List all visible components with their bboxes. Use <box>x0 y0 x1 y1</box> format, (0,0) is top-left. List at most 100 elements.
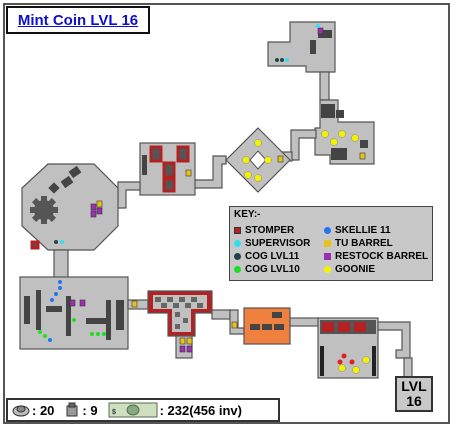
stomper <box>354 322 366 332</box>
stomper <box>162 161 176 179</box>
corridor <box>53 249 69 279</box>
tu-barrel <box>186 337 193 345</box>
goonie <box>321 130 329 138</box>
corridor <box>403 357 413 379</box>
legend-swatch-icon <box>234 253 241 260</box>
barrel-count: : 9 <box>82 402 98 418</box>
tu-barrel <box>277 155 284 163</box>
tu-barrel <box>131 300 138 308</box>
map-legend: KEY:- STOMPER SUPERVISOR COG LVL11 COG LVL1… <box>229 206 433 281</box>
legend-swatch-icon <box>324 240 331 247</box>
supervisor <box>285 58 289 62</box>
legend-label: RESTOCK BARREL <box>335 251 429 262</box>
cog-lvl10 <box>96 332 100 336</box>
tu-barrel <box>96 200 103 208</box>
stomper <box>322 322 334 332</box>
cog-lvl10 <box>72 318 76 322</box>
level-badge-line2: 16 <box>406 393 422 409</box>
legend-heading: KEY:- <box>234 209 261 220</box>
svg-text:$: $ <box>112 409 116 416</box>
barrel-icon <box>66 402 78 417</box>
legend-item: SKELLIE 11 <box>324 225 391 236</box>
goonie <box>264 156 272 164</box>
legend-label: STOMPER <box>245 225 295 236</box>
stomper <box>338 322 350 332</box>
restock-barrel <box>69 299 76 307</box>
legend-swatch-icon <box>234 266 241 273</box>
legend-label: SKELLIE 11 <box>335 225 391 236</box>
tu-barrel <box>359 152 366 160</box>
page-title: Mint Coin LVL 16 <box>6 6 150 34</box>
tu-barrel <box>185 169 192 177</box>
supervisor <box>316 24 320 28</box>
skellie-11 <box>58 280 62 284</box>
legend-swatch-icon <box>324 253 331 260</box>
legend-swatch-icon <box>234 240 241 247</box>
goonie <box>338 130 346 138</box>
goonie <box>242 156 250 164</box>
tu-barrel <box>179 337 186 345</box>
legend-item: GOONIE <box>324 264 375 275</box>
legend-item: RESTOCK BARREL <box>324 251 428 262</box>
skellie-11 <box>54 292 58 296</box>
goonie <box>352 366 360 374</box>
cog-lvl10 <box>43 334 47 338</box>
legend-label: GOONIE <box>335 264 376 275</box>
skellie-11 <box>50 298 54 302</box>
goonie <box>254 139 262 147</box>
stomper <box>176 145 190 163</box>
stomper <box>30 240 40 250</box>
cog-gag-icon <box>12 405 30 417</box>
legend-item: STOMPER <box>234 225 294 236</box>
cog-lvl11 <box>275 58 279 62</box>
stats-footer: : 20 : 9 $ : 232(456 inv) <box>6 398 280 422</box>
money-count: : 232(456 inv) <box>159 402 242 418</box>
goonie <box>338 364 346 372</box>
restock-barrel <box>317 27 324 35</box>
cog-lvl10 <box>90 332 94 336</box>
stomper <box>162 177 176 193</box>
goonie <box>362 356 370 364</box>
cog-lvl10 <box>102 332 106 336</box>
restock-barrel <box>90 210 97 218</box>
cog-lvl11 <box>54 240 58 244</box>
legend-swatch-icon <box>324 266 331 273</box>
corridor <box>193 155 227 189</box>
legend-item: COG LVL11 <box>234 251 299 262</box>
restock-barrel <box>79 299 86 307</box>
legend-item: COG LVL10 <box>234 264 300 275</box>
stomper <box>149 145 163 163</box>
restock-barrel <box>179 345 186 353</box>
corridor <box>290 129 317 161</box>
goonie <box>254 174 262 182</box>
restock-barrel <box>90 203 97 211</box>
room-top-right <box>267 21 336 73</box>
corridor <box>319 71 330 101</box>
gag-count: : 20 <box>32 402 55 418</box>
supervisor <box>60 240 64 244</box>
legend-label: COG LVL11 <box>245 251 300 262</box>
legend-label: TU BARREL <box>335 238 393 249</box>
legend-swatch-icon <box>234 227 241 234</box>
legend-item: SUPERVISOR <box>234 238 310 249</box>
corridor <box>211 309 231 320</box>
cog-lvl11 <box>280 58 284 62</box>
level-badge-line1: LVL <box>401 378 427 394</box>
corridor <box>127 299 149 310</box>
restock-barrel <box>96 207 103 215</box>
room-cog <box>21 163 119 251</box>
skellie-11 <box>48 338 52 342</box>
restock-barrel <box>186 345 193 353</box>
goonie <box>244 171 252 179</box>
cog-obstacle-icon <box>30 196 58 224</box>
cog-lvl10 <box>38 330 42 334</box>
goonie <box>351 134 359 142</box>
skellie-11 <box>58 286 62 290</box>
legend-swatch-icon <box>324 227 331 234</box>
legend-item: TU BARREL <box>324 238 393 249</box>
tu-barrel <box>231 321 238 329</box>
level-badge: LVL 16 <box>395 376 433 412</box>
legend-label: SUPERVISOR <box>245 238 311 249</box>
goonie <box>330 138 338 146</box>
